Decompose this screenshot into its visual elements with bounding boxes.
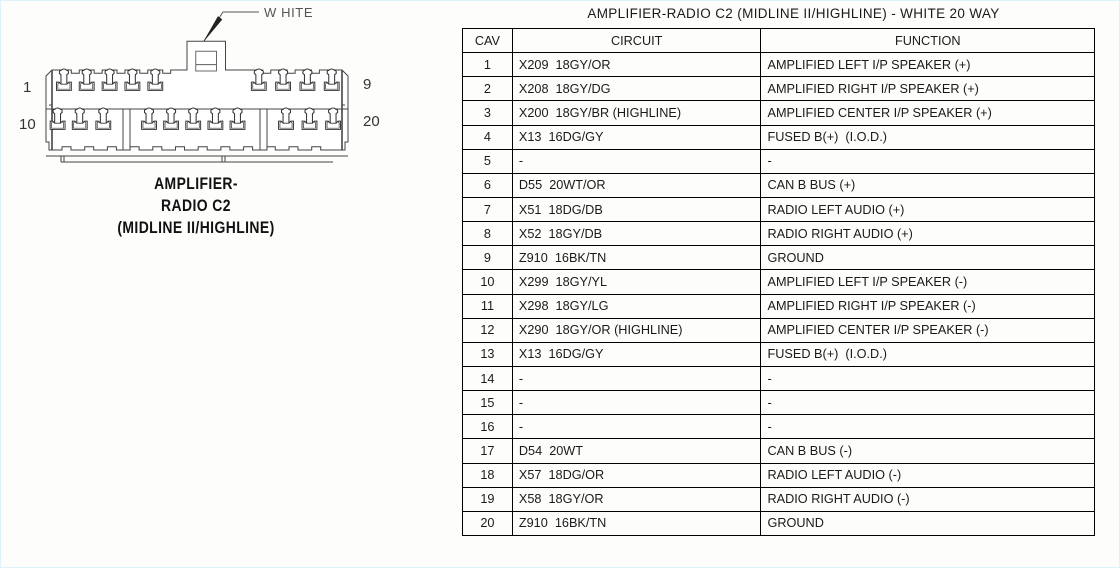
svg-text:1: 1 bbox=[23, 79, 31, 96]
svg-text:9: 9 bbox=[363, 76, 371, 93]
svg-text:10: 10 bbox=[19, 116, 36, 133]
svg-text:W HITE: W HITE bbox=[264, 5, 313, 20]
svg-text:20: 20 bbox=[363, 113, 380, 130]
